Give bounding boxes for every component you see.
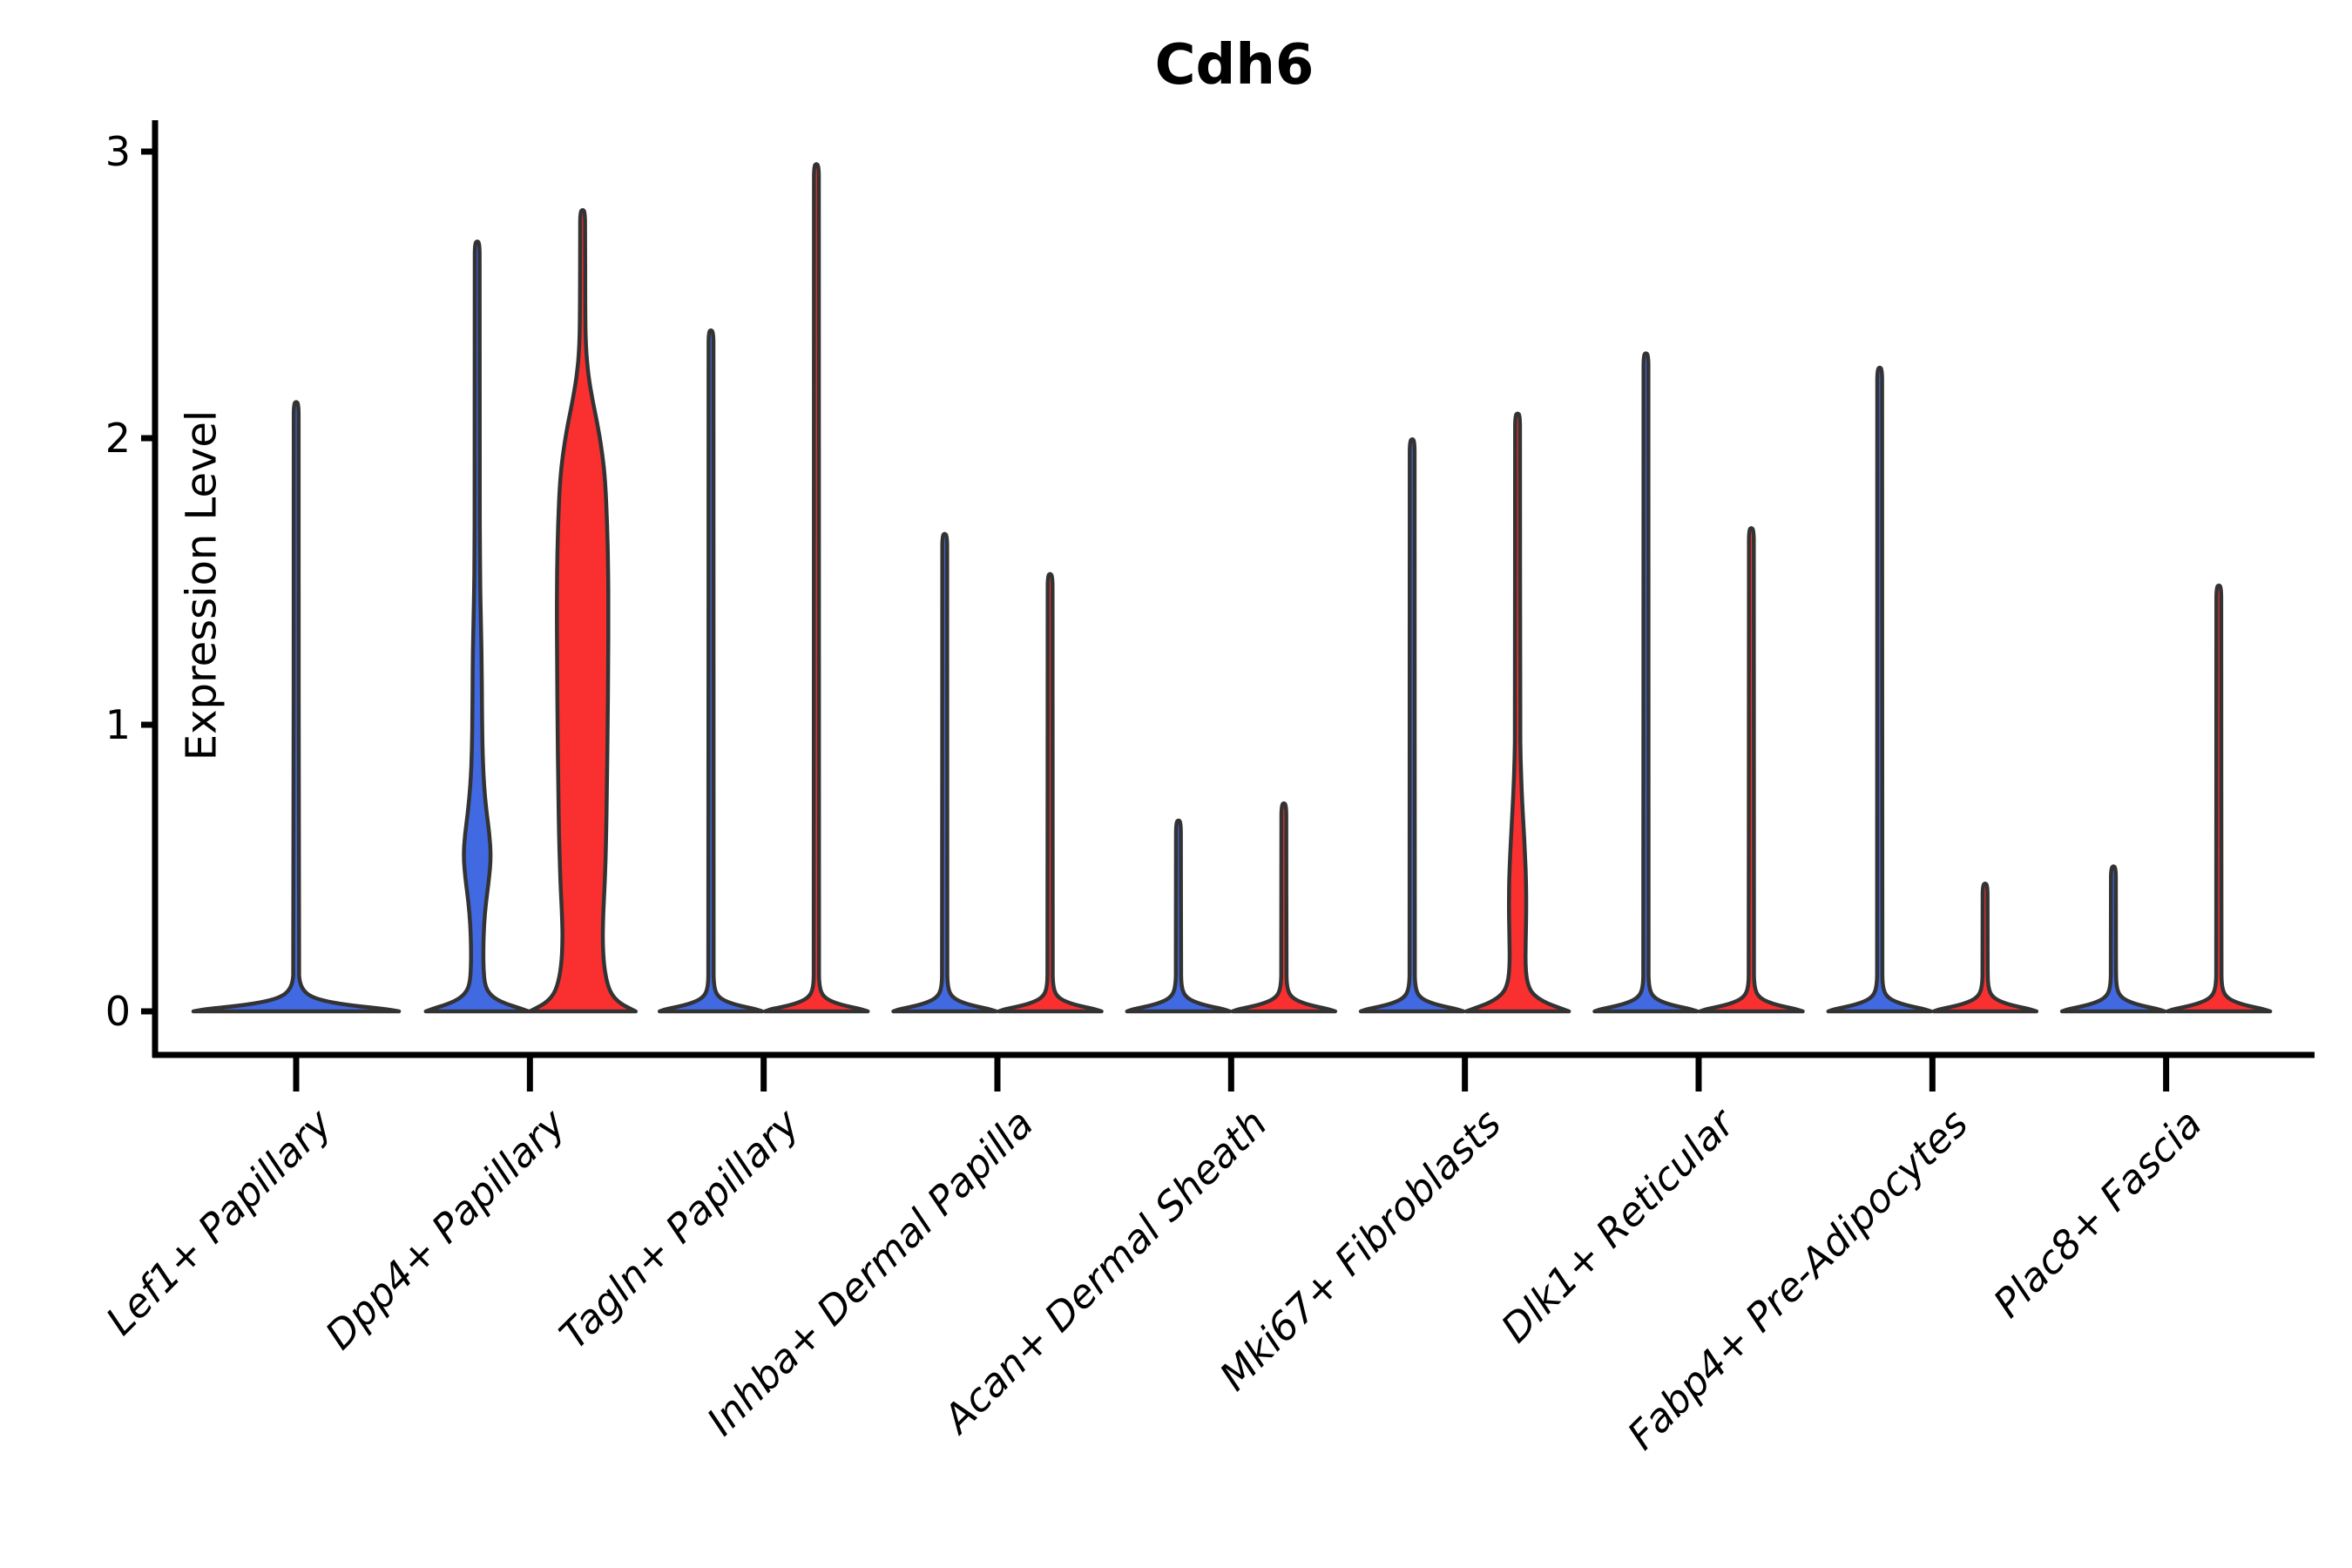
chart-title: Cdh6 — [1154, 33, 1315, 98]
violin-fabp4-pre-adipocytes-right — [1931, 882, 2039, 1014]
violin-acan-dermal-sheath-right — [1230, 801, 1338, 1014]
y-tick-label-1: 1 — [105, 701, 131, 748]
violin-tagln-papillary-left — [657, 328, 765, 1014]
y-axis-label: Expression Level — [177, 409, 226, 761]
violin-tagln-papillary-right — [762, 162, 870, 1014]
violin-plac8-fascia-right — [2165, 583, 2273, 1014]
violin-fabp4-pre-adipocytes-left — [1826, 365, 1934, 1014]
violin-dpp4-papillary-left — [423, 240, 531, 1014]
violin-plac8-fascia-left — [2059, 864, 2167, 1014]
violin-mki67-fibroblasts-left — [1358, 437, 1466, 1014]
violin-inhba-dermal-papilla-right — [997, 571, 1104, 1014]
y-tick-label-0: 0 — [105, 988, 131, 1035]
y-tick-label-3: 3 — [105, 128, 131, 175]
violin-acan-dermal-sheath-left — [1125, 818, 1233, 1014]
violin-mki67-fibroblasts-right — [1463, 411, 1571, 1014]
violin-dpp4-papillary-right — [527, 207, 639, 1014]
violin-dlk1-reticular-right — [1698, 526, 1805, 1014]
violin-inhba-dermal-papilla-left — [891, 531, 998, 1014]
y-tick-label-2: 2 — [105, 415, 131, 462]
violin-lef1-papillary-full — [191, 400, 402, 1014]
violin-dlk1-reticular-left — [1592, 351, 1700, 1014]
